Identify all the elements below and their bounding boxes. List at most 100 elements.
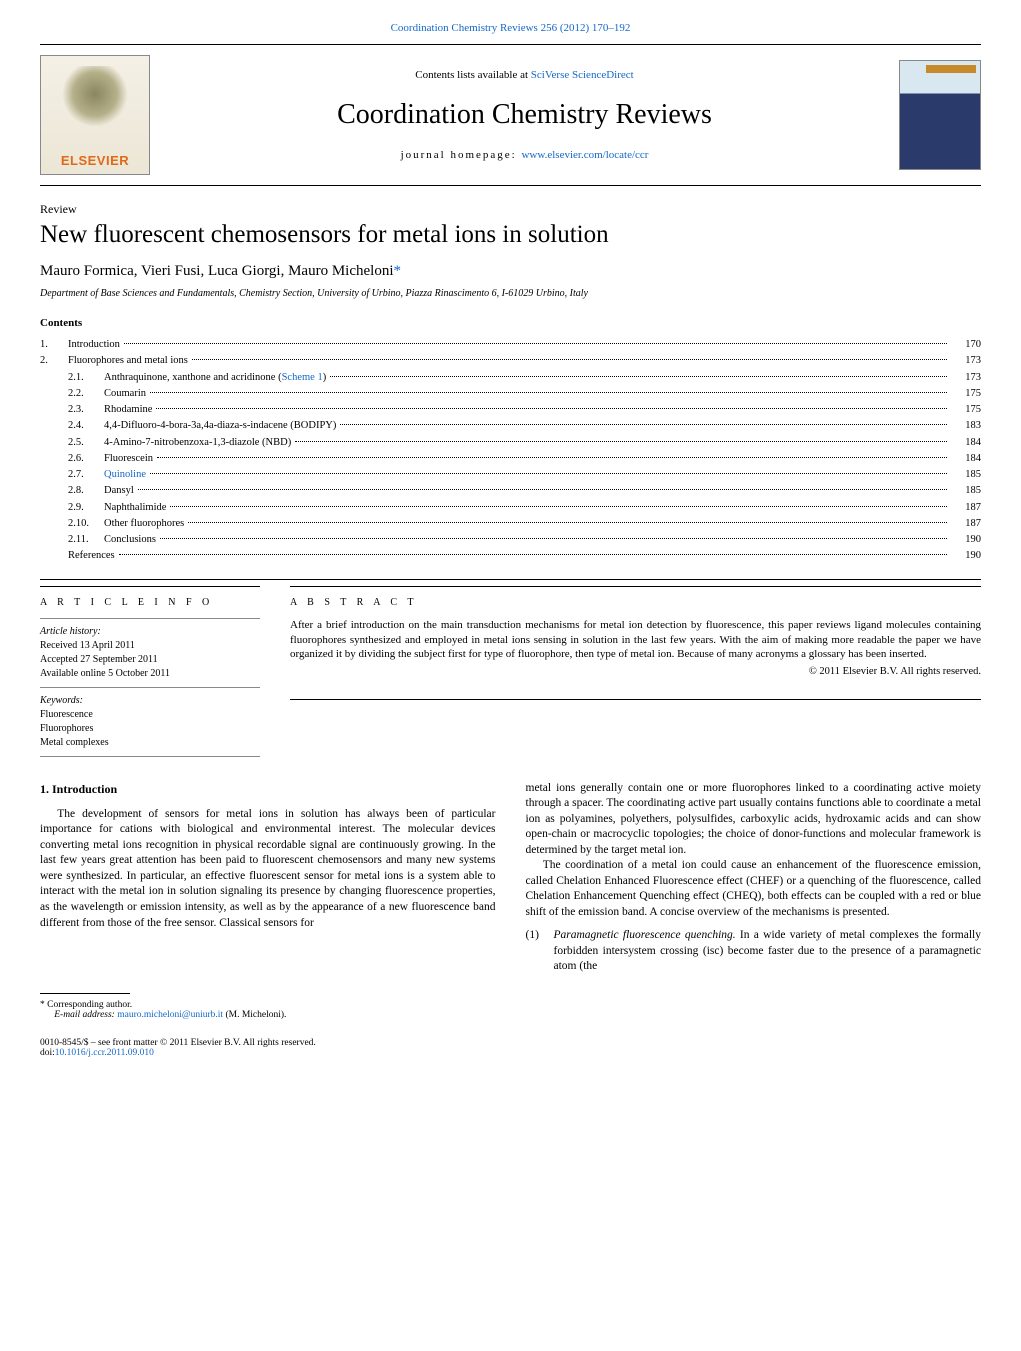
email-label: E-mail address:	[54, 1010, 117, 1020]
toc-label: 4-Amino-7-nitrobenzoxa-1,3-diazole (NBD)	[104, 435, 291, 451]
toc-label: Anthraquinone, xanthone and acridinone (…	[104, 370, 326, 386]
toc-row: 2.10.Other fluorophores187	[40, 516, 981, 532]
online-date: Available online 5 October 2011	[40, 667, 260, 681]
toc-page: 183	[951, 418, 981, 434]
toc-number: 2.7.	[68, 467, 104, 483]
toc-label: Introduction	[68, 337, 120, 353]
toc-number: 2.11.	[68, 532, 104, 548]
toc-row: 2.4.4,4-Difluoro-4-bora-3a,4a-diaza-s-in…	[40, 418, 981, 434]
toc-page: 175	[951, 386, 981, 402]
list-body: Paramagnetic fluorescence quenching. In …	[554, 928, 982, 975]
body-paragraph: metal ions generally contain one or more…	[526, 781, 982, 859]
publisher-tree-icon	[60, 66, 130, 136]
toc-leader-dots	[124, 343, 947, 344]
toc-label: Naphthalimide	[104, 500, 166, 516]
article-title: New fluorescent chemosensors for metal i…	[0, 221, 1021, 263]
toc-link[interactable]: Scheme 1	[282, 372, 323, 383]
rule-below-abstract	[290, 699, 981, 700]
toc-page: 190	[951, 532, 981, 548]
toc-leader-dots	[150, 473, 947, 474]
toc-page: 173	[951, 370, 981, 386]
journal-reference-link[interactable]: Coordination Chemistry Reviews 256 (2012…	[391, 22, 631, 34]
toc-leader-dots	[330, 376, 947, 377]
toc-row: 2.11.Conclusions 190	[40, 532, 981, 548]
toc-number: 2.8.	[68, 483, 104, 499]
toc-leader-dots	[160, 538, 947, 539]
front-matter-line: 0010-8545/$ – see front matter © 2011 El…	[40, 1038, 981, 1048]
toc-leader-dots	[170, 506, 947, 507]
abstract-column: A B S T R A C T After a brief introducti…	[290, 586, 981, 757]
author-names: Mauro Formica, Vieri Fusi, Luca Giorgi, …	[40, 263, 394, 279]
abstract-text: After a brief introduction on the main t…	[290, 618, 981, 663]
toc-number: 2.1.	[68, 370, 104, 386]
section-heading-intro: 1. Introduction	[40, 781, 496, 797]
email-link[interactable]: mauro.micheloni@uniurb.it	[117, 1010, 223, 1020]
contents-available-line: Contents lists available at SciVerse Sci…	[170, 69, 879, 81]
keyword: Fluorescence	[40, 708, 260, 722]
table-of-contents: 1.Introduction1702.Fluorophores and meta…	[0, 337, 1021, 579]
toc-label: References	[68, 548, 115, 564]
toc-label: Coumarin	[104, 386, 146, 402]
toc-row: 2.2.Coumarin 175	[40, 386, 981, 402]
toc-row: 2.9.Naphthalimide187	[40, 500, 981, 516]
toc-label: 4,4-Difluoro-4-bora-3a,4a-diaza-s-indace…	[104, 418, 336, 434]
toc-row: 2.8.Dansyl185	[40, 483, 981, 499]
abstract-heading: A B S T R A C T	[290, 586, 981, 608]
homepage-prefix: journal homepage:	[401, 149, 522, 161]
toc-leader-dots	[150, 392, 947, 393]
publisher-logo: ELSEVIER	[40, 55, 150, 175]
toc-leader-dots	[156, 408, 947, 409]
list-lead-italic: Paramagnetic fluorescence quenching.	[554, 929, 736, 941]
toc-row: 2.3.Rhodamine175	[40, 402, 981, 418]
toc-row: 2.7.Quinoline 185	[40, 467, 981, 483]
journal-homepage-line: journal homepage: www.elsevier.com/locat…	[170, 149, 879, 161]
doi-prefix: doi:	[40, 1048, 55, 1058]
toc-page: 170	[951, 337, 981, 353]
toc-page: 184	[951, 435, 981, 451]
doi-link[interactable]: 10.1016/j.ccr.2011.09.010	[55, 1048, 154, 1058]
publisher-brand: ELSEVIER	[61, 153, 129, 174]
accepted-date: Accepted 27 September 2011	[40, 653, 260, 667]
authors: Mauro Formica, Vieri Fusi, Luca Giorgi, …	[0, 263, 1021, 288]
history-label: Article history:	[40, 625, 260, 639]
toc-number: 2.9.	[68, 500, 104, 516]
toc-number: 2.	[40, 353, 68, 369]
rule-below-toc	[40, 579, 981, 580]
toc-page: 190	[951, 548, 981, 564]
journal-cover-thumbnail	[899, 60, 981, 170]
corresponding-marker: *	[394, 263, 402, 279]
toc-row: References 190	[40, 548, 981, 564]
journal-homepage-link[interactable]: www.elsevier.com/locate/ccr	[521, 149, 648, 161]
toc-row: 2.Fluorophores and metal ions173	[40, 353, 981, 369]
body-column-left: 1. Introduction The development of senso…	[40, 781, 496, 975]
toc-number: 2.5.	[68, 435, 104, 451]
contents-heading: Contents	[0, 317, 1021, 337]
email-suffix: (M. Micheloni).	[223, 1010, 286, 1020]
toc-link[interactable]: Quinoline	[104, 469, 146, 480]
toc-page: 185	[951, 483, 981, 499]
keywords-block: Keywords: Fluorescence Fluorophores Meta…	[40, 687, 260, 757]
numbered-list-item: (1) Paramagnetic fluorescence quenching.…	[526, 928, 982, 975]
sciencedirect-link[interactable]: SciVerse ScienceDirect	[531, 69, 634, 81]
journal-reference: Coordination Chemistry Reviews 256 (2012…	[0, 0, 1021, 44]
article-info-heading: A R T I C L E I N F O	[40, 586, 260, 608]
toc-number: 2.6.	[68, 451, 104, 467]
toc-number: 2.2.	[68, 386, 104, 402]
body-paragraph: The coordination of a metal ion could ca…	[526, 858, 982, 920]
article-history-block: Article history: Received 13 April 2011 …	[40, 618, 260, 687]
toc-page: 185	[951, 467, 981, 483]
toc-row: 2.5.4-Amino-7-nitrobenzoxa-1,3-diazole (…	[40, 435, 981, 451]
doi-block: 0010-8545/$ – see front matter © 2011 El…	[0, 1030, 1021, 1082]
toc-number: 2.4.	[68, 418, 104, 434]
journal-header: ELSEVIER Contents lists available at Sci…	[0, 45, 1021, 185]
toc-leader-dots	[340, 424, 947, 425]
toc-label: Conclusions	[104, 532, 156, 548]
email-line: E-mail address: mauro.micheloni@uniurb.i…	[40, 1010, 981, 1020]
article-type: Review	[0, 186, 1021, 221]
toc-leader-dots	[188, 522, 947, 523]
toc-label: Rhodamine	[104, 402, 152, 418]
affiliation: Department of Base Sciences and Fundamen…	[0, 288, 1021, 317]
toc-label: Fluorescein	[104, 451, 153, 467]
toc-label: Fluorophores and metal ions	[68, 353, 188, 369]
toc-page: 175	[951, 402, 981, 418]
